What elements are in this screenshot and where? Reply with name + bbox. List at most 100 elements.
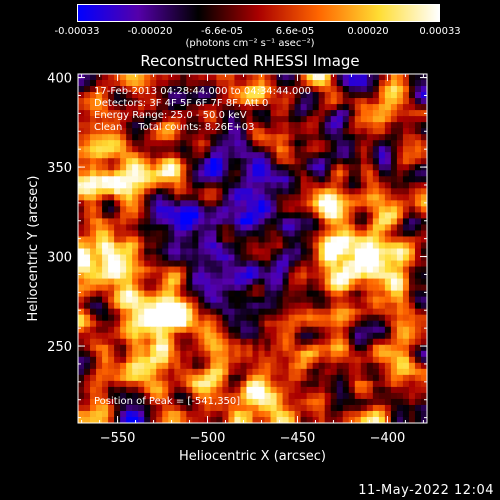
heatmap-cell	[150, 386, 157, 394]
heatmap-cell	[78, 188, 85, 195]
heatmap-cell	[414, 236, 422, 244]
heatmap-cell	[312, 236, 320, 244]
heatmap-cell	[324, 266, 332, 274]
heatmap-cell	[174, 122, 181, 129]
heatmap-cell	[192, 74, 199, 81]
heatmap-cell	[276, 296, 284, 304]
heatmap-cell	[180, 356, 187, 364]
heatmap-cell	[174, 344, 181, 352]
heatmap-cell	[396, 98, 404, 105]
heatmap-cell	[324, 230, 332, 238]
heatmap-cell	[126, 278, 133, 286]
heatmap-cell	[234, 284, 242, 292]
heatmap-cell	[234, 230, 242, 238]
heatmap-cell	[150, 230, 157, 238]
heatmap-cell	[324, 260, 332, 268]
heatmap-cell	[210, 122, 217, 129]
info-time: 17-Feb-2013 04:28:44.000 to 04:34:44.000	[94, 86, 312, 97]
heatmap-cell	[186, 140, 193, 147]
heatmap-cell	[270, 368, 278, 376]
heatmap-cell	[384, 326, 392, 334]
heatmap-cell	[384, 398, 392, 406]
heatmap-cell	[96, 164, 103, 171]
heatmap-cell	[306, 242, 314, 250]
heatmap-cell	[120, 380, 127, 388]
heatmap-cell	[414, 350, 422, 358]
heatmap-cell	[126, 164, 133, 171]
heatmap-cell	[102, 242, 109, 250]
heatmap-cell	[324, 110, 332, 117]
heatmap-cell	[126, 212, 133, 220]
heatmap-cell	[312, 80, 320, 87]
heatmap-cell	[144, 128, 151, 135]
heatmap-cell	[240, 146, 248, 153]
heatmap-cell	[384, 350, 392, 358]
heatmap-cell	[168, 362, 175, 370]
heatmap-cell	[366, 236, 374, 244]
heatmap-cell	[210, 254, 217, 262]
heatmap-cell	[228, 356, 236, 364]
heatmap-cell	[126, 206, 133, 213]
heatmap-cell	[336, 242, 344, 250]
heatmap-cell	[198, 392, 205, 400]
heatmap-cell	[222, 158, 230, 165]
heatmap-cell	[402, 80, 410, 87]
heatmap-cell	[330, 254, 338, 262]
heatmap-cell	[240, 374, 248, 382]
heatmap-cell	[312, 134, 320, 141]
heatmap-cell	[186, 410, 193, 418]
heatmap-cell	[384, 80, 392, 87]
heatmap-cell	[222, 104, 230, 111]
heatmap-cell	[288, 86, 296, 93]
heatmap-cell	[282, 212, 290, 220]
heatmap-cell	[144, 398, 151, 406]
heatmap-cell	[318, 218, 326, 226]
heatmap-cell	[252, 416, 260, 423]
heatmap-cell	[84, 416, 91, 423]
timestamp: 11-May-2022 12:04	[358, 483, 494, 498]
heatmap-cell	[228, 332, 236, 340]
heatmap-cell	[114, 236, 121, 244]
heatmap-cell	[396, 416, 404, 423]
heatmap-cell	[270, 182, 278, 189]
heatmap-cell	[354, 290, 362, 298]
heatmap-cell	[348, 404, 356, 412]
heatmap-cell	[390, 344, 398, 352]
heatmap-cell	[78, 224, 85, 232]
heatmap-cell	[138, 194, 145, 201]
heatmap-cell	[354, 260, 362, 268]
heatmap-cell	[132, 248, 139, 256]
heatmap-cell	[258, 194, 266, 201]
heatmap-cell	[174, 368, 181, 376]
heatmap-cell	[258, 410, 266, 418]
heatmap-cell	[246, 248, 254, 256]
heatmap-cell	[90, 356, 97, 364]
heatmap-cell	[114, 116, 121, 123]
heatmap-cell	[198, 236, 205, 244]
heatmap-cell	[396, 374, 404, 382]
heatmap-cell	[318, 212, 326, 220]
heatmap-cell	[240, 212, 248, 220]
heatmap-cell	[108, 194, 115, 201]
heatmap-cell	[186, 182, 193, 189]
heatmap-cell	[228, 350, 236, 358]
x-tick-label: −500	[190, 431, 226, 446]
heatmap-cell	[330, 332, 338, 340]
heatmap-cell	[90, 92, 97, 99]
heatmap-cell	[402, 164, 410, 171]
heatmap-cell	[306, 206, 314, 213]
heatmap-cell	[84, 140, 91, 147]
heatmap-cell	[348, 392, 356, 400]
heatmap-cell	[306, 374, 314, 382]
heatmap-cell	[372, 386, 380, 394]
heatmap-cell	[144, 74, 151, 81]
heatmap-cell	[90, 314, 97, 322]
heatmap-cell	[96, 392, 103, 400]
heatmap-cell	[138, 416, 145, 423]
heatmap-cell	[264, 296, 272, 304]
heatmap-cell	[132, 332, 139, 340]
heatmap-cell	[174, 200, 181, 207]
heatmap-cell	[180, 110, 187, 117]
heatmap-cell	[252, 248, 260, 256]
heatmap-cell	[330, 302, 338, 310]
